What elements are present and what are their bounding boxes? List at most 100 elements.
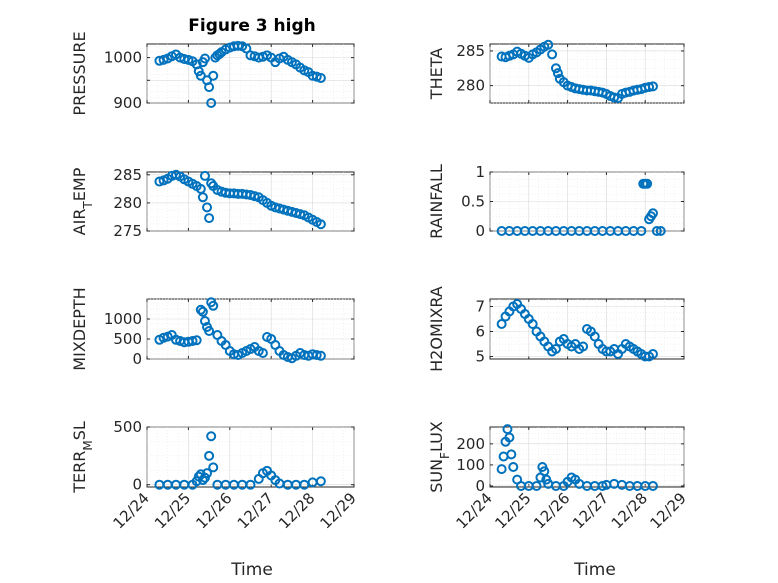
- subplot-theta: 280 285 THETA: [427, 39, 685, 104]
- subplot-rainfall: 0 0.5 1 RAINFALL: [427, 163, 685, 240]
- data-point: [214, 48, 225, 59]
- y-axis-label: AIRTEMP: [70, 167, 95, 235]
- x-tick-label: 12/28: [608, 489, 651, 532]
- subplot-h2omixra: 5 6 7 H2OMIXRA: [427, 286, 685, 372]
- y-axis-label: PRESSURE: [70, 31, 89, 115]
- data-point: [199, 472, 210, 483]
- y-tick-label: 500: [113, 330, 142, 348]
- data-point: [647, 349, 658, 359]
- data-point: [195, 70, 206, 81]
- x-tick-label: 12/29: [317, 489, 360, 532]
- data-point: [311, 350, 322, 360]
- data-point: [496, 319, 507, 329]
- y-tick-label: 1: [475, 163, 485, 181]
- data-point: [642, 178, 653, 189]
- data-point: [589, 331, 600, 342]
- data-point: [504, 432, 515, 443]
- data-point: [202, 468, 213, 479]
- y-tick-label: 0: [475, 222, 485, 240]
- x-axis-label-right: Time: [573, 560, 616, 580]
- x-tick-label: 12/29: [647, 489, 690, 532]
- x-tick-label: 12/27: [234, 489, 277, 532]
- data-point: [315, 219, 326, 230]
- data-point: [508, 462, 519, 472]
- data-point: [191, 335, 202, 346]
- y-tick-label: 0: [132, 350, 142, 368]
- data-point: [241, 43, 252, 54]
- data-point: [249, 191, 260, 202]
- y-tick-label: 1000: [104, 310, 142, 328]
- data-point: [197, 475, 208, 486]
- y-tick-label: 200: [456, 435, 485, 453]
- y-tick-label: 280: [456, 77, 485, 95]
- y-tick-label: 0: [132, 476, 142, 494]
- subplot-sun-flux: 0 100 200SUNFLUX12/2412/2512/2612/2712/281…: [427, 421, 690, 532]
- data-point: [206, 98, 217, 108]
- y-tick-label: 280: [113, 194, 142, 212]
- data-point: [636, 226, 647, 236]
- x-tick-label: 12/25: [491, 489, 534, 532]
- data-point: [315, 476, 326, 487]
- y-tick-label: 275: [113, 222, 142, 240]
- y-axis-label: THETA: [427, 48, 446, 100]
- data-point: [199, 53, 210, 64]
- x-axis-label-left: Time: [230, 560, 273, 580]
- x-tick-label: 12/25: [151, 489, 194, 532]
- data-point: [506, 449, 517, 460]
- y-tick-label: 5: [475, 348, 485, 366]
- data-point: [655, 226, 666, 236]
- y-tick-label: 1000: [104, 49, 142, 67]
- data-point: [245, 479, 256, 490]
- data-point: [644, 82, 655, 93]
- y-tick-label: 6: [475, 323, 485, 341]
- data-point: [202, 202, 213, 213]
- data-point: [197, 192, 208, 203]
- data-point: [647, 480, 658, 491]
- data-point: [204, 82, 215, 93]
- data-point: [191, 476, 202, 487]
- x-tick-label: 12/24: [453, 489, 496, 532]
- x-tick-label: 12/26: [192, 489, 235, 532]
- data-point: [208, 70, 219, 81]
- y-axis-label: H2OMIXRA: [427, 286, 446, 372]
- data-point: [195, 304, 206, 315]
- y-tick-label: 100: [456, 456, 485, 474]
- data-point: [208, 462, 219, 473]
- data-point: [199, 170, 210, 181]
- subplot-pressure: 900 1000 PRESSURE: [70, 31, 355, 116]
- data-point: [496, 464, 507, 475]
- data-point: [315, 350, 326, 361]
- x-tick-label: 12/24: [110, 489, 153, 532]
- x-tick-label: 12/26: [530, 489, 573, 532]
- data-point: [233, 40, 244, 51]
- data-point: [578, 341, 589, 352]
- data-point: [647, 81, 658, 92]
- y-tick-label: 0.5: [461, 193, 485, 211]
- data-point: [187, 336, 198, 346]
- data-point: [647, 208, 658, 219]
- data-point: [295, 209, 306, 220]
- subplot-terr-msl: 0 500 TERRMSL 12/2412/2512/2612/2712/2812/2…: [70, 418, 360, 532]
- data-point: [204, 450, 215, 461]
- y-axis-label: MIXDEPTH: [70, 287, 89, 370]
- data-point: [550, 344, 561, 354]
- subplot-mixdepth: 0 500 1000 MIXDEPTH: [70, 287, 355, 371]
- data-point: [204, 213, 215, 224]
- y-tick-label: 0: [475, 477, 485, 495]
- data-point: [204, 326, 215, 336]
- subplot-air-temp: 275 280 285 AIRTEMP: [70, 166, 355, 240]
- y-axis-label: TERRMSL: [70, 421, 95, 494]
- data-point: [609, 92, 620, 103]
- data-point: [315, 73, 326, 84]
- y-tick-label: 900: [113, 94, 142, 112]
- data-point: [543, 39, 554, 50]
- x-tick-label: 12/27: [569, 489, 612, 532]
- data-point: [257, 348, 268, 358]
- data-point: [197, 306, 208, 317]
- y-axis-label: RAINFALL: [427, 164, 446, 239]
- data-point: [208, 300, 219, 311]
- data-point: [531, 480, 542, 491]
- data-point: [651, 226, 662, 236]
